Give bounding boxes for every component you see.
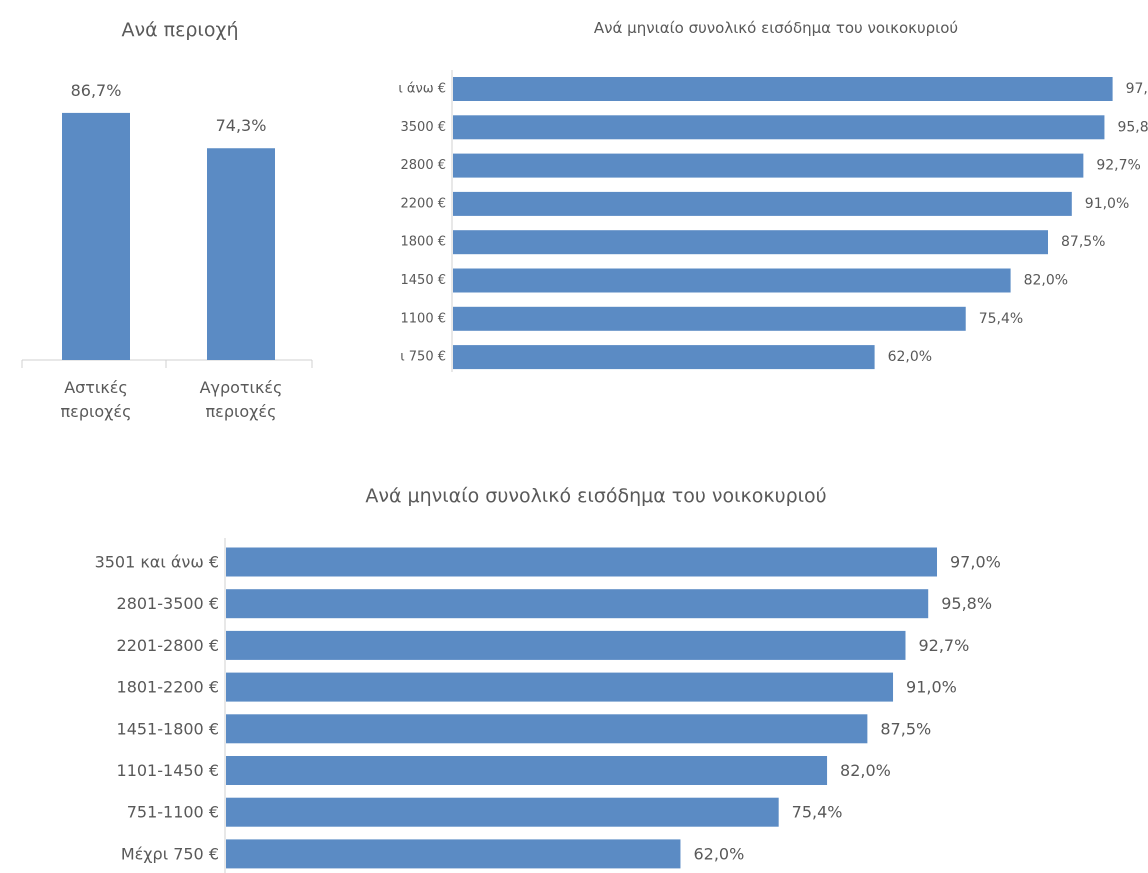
category-label-0: 3501 και άνω €	[95, 553, 219, 572]
category-label-3: 1801-2200 €	[117, 678, 219, 697]
bar-6	[453, 306, 966, 331]
data-label-1: 95,8%	[1117, 119, 1148, 135]
data-label-1: 95,8%	[941, 594, 992, 613]
bar-3	[226, 672, 894, 702]
bar-2	[453, 153, 1084, 178]
category-label-line: Αστικές	[64, 378, 128, 397]
bar-7	[453, 345, 875, 370]
bar-0	[226, 547, 938, 577]
data-label-5: 82,0%	[1024, 273, 1068, 289]
category-label-line: περιοχές	[61, 402, 132, 421]
data-label-7: 62,0%	[693, 844, 744, 863]
bar-7	[226, 839, 681, 869]
chart-by-income-cropped: Ανά μηνιαίο συνολικό εισόδημα του νοικοκ…	[340, 0, 1148, 400]
data-label-4: 87,5%	[1061, 234, 1105, 250]
data-label-0: 97,0%	[1126, 81, 1148, 97]
category-label-4: 1451-1800 €	[117, 719, 219, 738]
category-label-1: Αγροτικές περιοχές	[200, 378, 283, 421]
data-label-3: 91,0%	[1085, 196, 1129, 212]
bar-1	[226, 589, 929, 619]
data-label-6: 75,4%	[979, 311, 1023, 327]
bar-0	[62, 112, 130, 360]
category-label-0: Αστικές περιοχές	[61, 378, 132, 421]
category-label-line: Αγροτικές	[200, 378, 283, 397]
category-label-6: 1100 €	[401, 311, 447, 326]
bar-4	[226, 714, 868, 744]
category-label-3: 2200 €	[401, 196, 447, 211]
data-label-4: 87,5%	[880, 719, 931, 738]
bar-1	[207, 148, 275, 360]
chart-by-region: Ανά περιοχή 86,7% Αστικές περιοχές 74,3% Αγρο…	[0, 0, 340, 450]
data-label-3: 91,0%	[906, 678, 957, 697]
category-label-5: 1450 €	[401, 273, 447, 288]
category-label-2: 2201-2800 €	[117, 636, 219, 655]
data-label-0: 97,0%	[950, 553, 1001, 572]
category-label-6: 751-1100 €	[127, 803, 219, 822]
data-label-5: 82,0%	[840, 761, 891, 780]
data-label-2: 92,7%	[1096, 158, 1140, 174]
category-label-5: 1101-1450 €	[117, 761, 219, 780]
category-label-7: Μέχρι 750 €	[121, 844, 219, 863]
data-label-1: 74,3%	[216, 116, 267, 135]
chart-by-income: Ανά μηνιαίο συνολικό εισόδημα του νοικοκ…	[0, 470, 1148, 873]
bar-2	[226, 630, 906, 660]
bar-3	[453, 191, 1072, 216]
chart-by-income-cropped-svg: Ανά μηνιαίο συνολικό εισόδημα του νοικοκ…	[398, 19, 1148, 372]
data-label-2: 92,7%	[918, 636, 969, 655]
category-label-0: ι άνω €	[398, 82, 446, 97]
bar-6	[226, 797, 779, 827]
bar-4	[453, 230, 1048, 255]
data-label-7: 62,0%	[888, 349, 932, 365]
chart-title: Ανά μηνιαίο συνολικό εισόδημα του νοικοκ…	[365, 485, 826, 507]
category-label-1: 3500 €	[401, 120, 447, 135]
chart-title: Ανά περιοχή	[121, 19, 238, 41]
category-label-line: περιοχές	[206, 402, 277, 421]
bar-5	[226, 756, 828, 785]
bar-5	[453, 268, 1011, 293]
chart-title: Ανά μηνιαίο συνολικό εισόδημα του νοικοκ…	[594, 19, 958, 37]
data-label-6: 75,4%	[792, 803, 843, 822]
chart-by-region-svg: Ανά περιοχή 86,7% Αστικές περιοχές 74,3% Αγρο…	[21, 19, 313, 421]
category-label-2: 2800 €	[401, 158, 447, 173]
category-label-1: 2801-3500 €	[117, 594, 219, 613]
bar-1	[453, 115, 1105, 140]
category-label-4: 1800 €	[401, 235, 447, 250]
category-label-7: ι 750 €	[400, 350, 446, 365]
data-label-0: 86,7%	[71, 81, 122, 100]
chart-by-income-svg: Ανά μηνιαίο συνολικό εισόδημα του νοικοκ…	[95, 485, 1001, 873]
bar-0	[453, 77, 1113, 101]
